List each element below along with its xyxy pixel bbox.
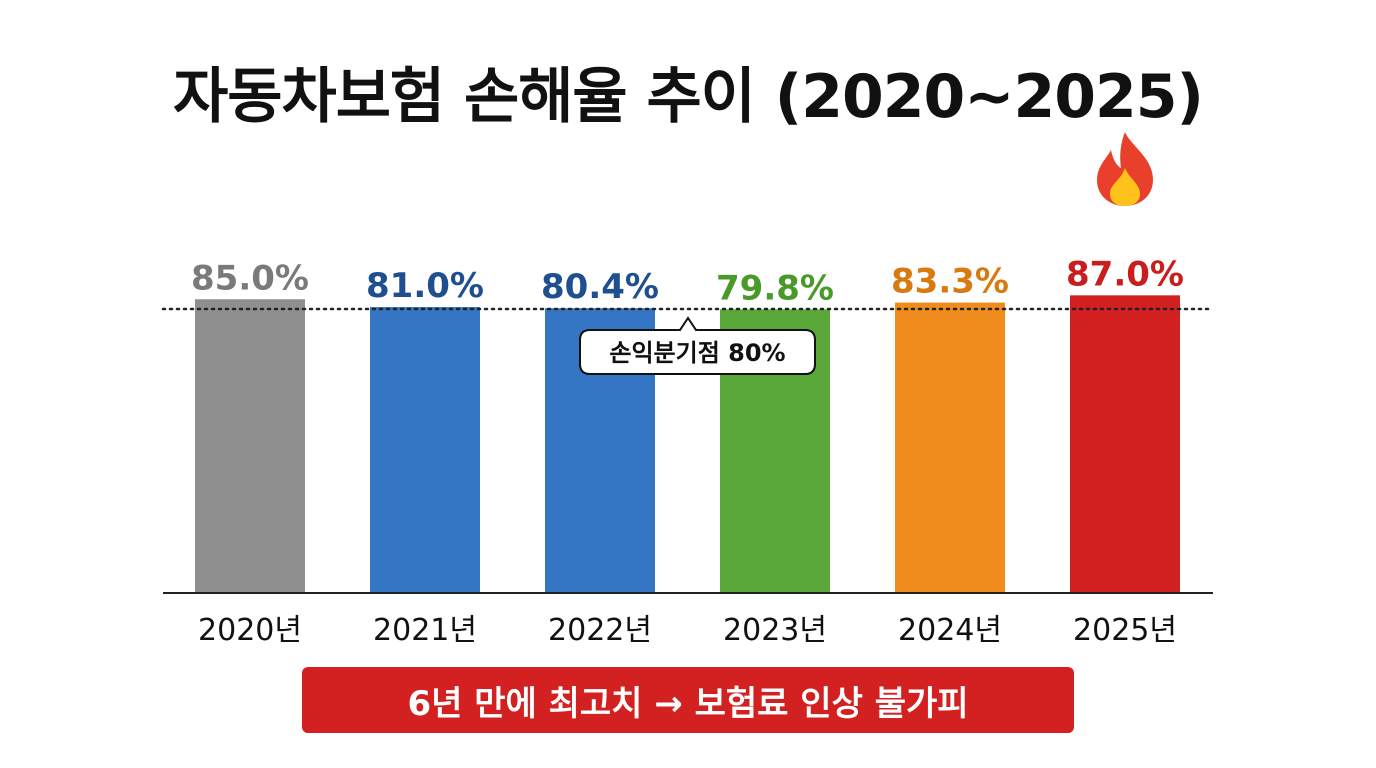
category-label: 2023년 bbox=[723, 613, 827, 648]
category-label: 2021년 bbox=[373, 613, 477, 648]
value-label: 81.0% bbox=[366, 266, 484, 306]
value-label: 85.0% bbox=[191, 258, 309, 298]
break-even-callout bbox=[579, 316, 816, 375]
bar-2024년 bbox=[895, 302, 1005, 593]
chart-title: 자동차보험 손해율 추이 (2020~2025) bbox=[173, 62, 1204, 132]
category-label: 2020년 bbox=[198, 613, 302, 648]
value-label: 80.4% bbox=[541, 267, 659, 307]
category-label: 2024년 bbox=[898, 613, 1002, 648]
bar-2021년 bbox=[370, 307, 480, 593]
category-label: 2025년 bbox=[1073, 613, 1177, 648]
category-label: 2022년 bbox=[548, 613, 652, 648]
break-even-label: 손익분기점 80% bbox=[609, 339, 785, 367]
fire-icon bbox=[1097, 132, 1153, 206]
value-label: 79.8% bbox=[716, 268, 834, 308]
value-label: 83.3% bbox=[891, 262, 1009, 302]
conclusion-banner: 6년 만에 최고치 → 보험료 인상 불가피 bbox=[302, 667, 1074, 733]
bar-2020년 bbox=[195, 299, 305, 593]
value-label: 87.0% bbox=[1066, 254, 1184, 294]
bar-2025년 bbox=[1070, 295, 1180, 593]
